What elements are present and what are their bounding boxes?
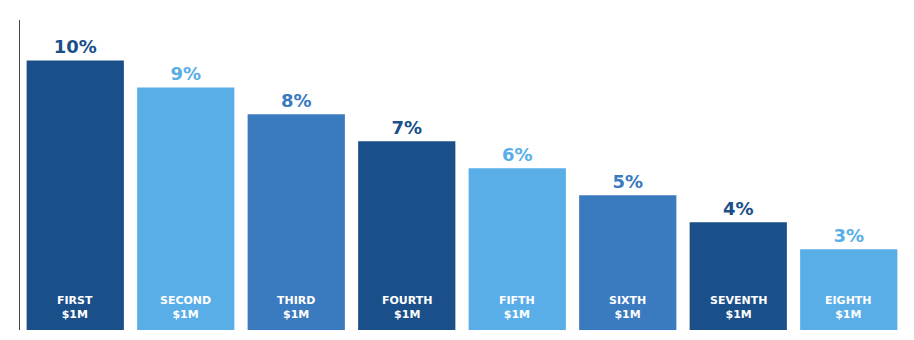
svg-text:SEVENTH$1M: SEVENTH$1M: [710, 294, 767, 321]
svg-text:FIFTH$1M: FIFTH$1M: [499, 294, 535, 321]
svg-text:8%: 8%: [281, 90, 312, 111]
svg-text:3%: 3%: [833, 225, 864, 246]
svg-text:SIXTH$1M: SIXTH$1M: [609, 294, 646, 321]
svg-text:SECOND$1M: SECOND$1M: [160, 294, 211, 321]
svg-text:FOURTH$1M: FOURTH$1M: [382, 294, 432, 321]
svg-text:5%: 5%: [612, 171, 643, 192]
svg-text:10%: 10%: [54, 36, 97, 57]
svg-text:THIRD$1M: THIRD$1M: [277, 294, 315, 321]
svg-text:7%: 7%: [391, 117, 422, 138]
svg-text:FIRST$1M: FIRST$1M: [57, 294, 93, 321]
svg-text:4%: 4%: [723, 198, 754, 219]
svg-text:EIGHTH$1M: EIGHTH$1M: [825, 294, 872, 321]
svg-text:6%: 6%: [502, 144, 533, 165]
svg-text:9%: 9%: [170, 63, 201, 84]
